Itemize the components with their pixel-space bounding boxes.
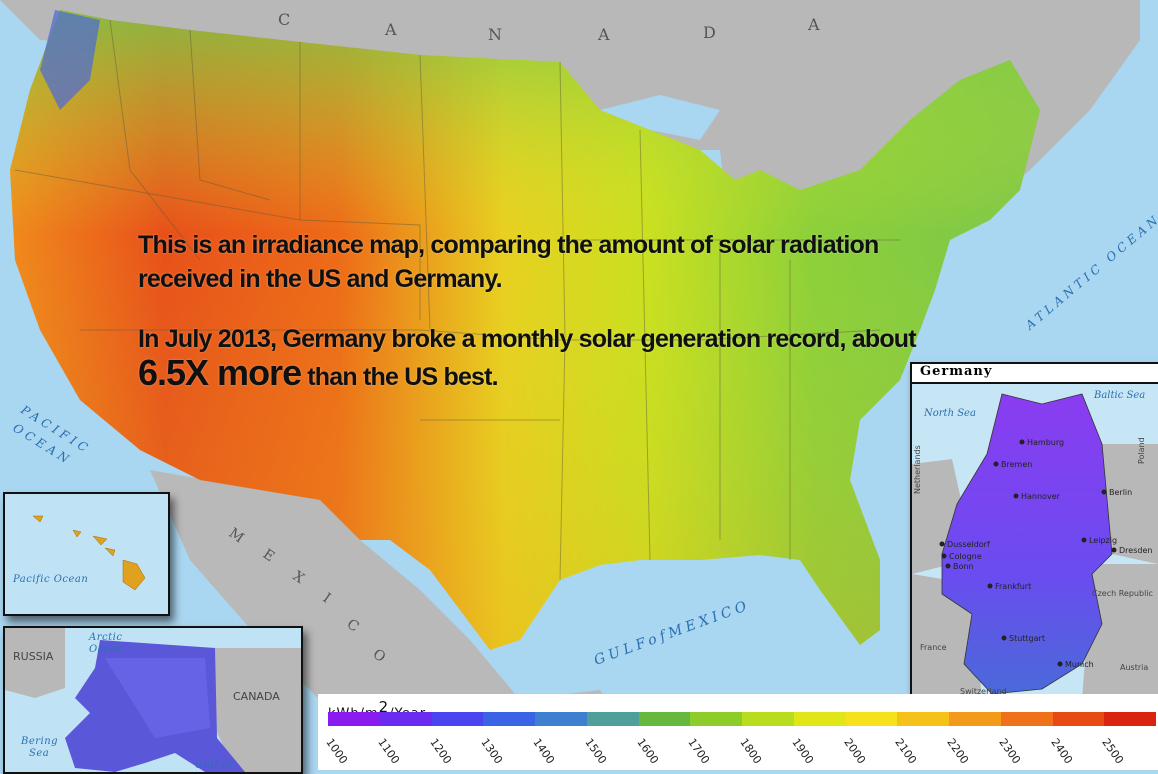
legend-swatch [1052, 712, 1105, 726]
neighbor-country-label: France [920, 643, 947, 652]
germany-land [941, 393, 1113, 695]
legend-swatch [897, 712, 949, 726]
hawaii-inset: Pacific Ocean [3, 492, 170, 616]
city-dot [1081, 537, 1087, 543]
city-dot [1111, 547, 1117, 553]
legend-tick: 1500 [582, 736, 609, 767]
north-sea-label: North Sea [923, 408, 976, 419]
city-dot [993, 461, 999, 467]
baltic-sea-label: Baltic Sea [1093, 390, 1145, 401]
legend-swatch [742, 712, 794, 726]
state-borders [14, 19, 900, 581]
atlantic-ocean-label: ATLANTIC OCEAN [1022, 211, 1158, 333]
city-label: Hamburg [1027, 438, 1064, 447]
germany-inset: Germany Hamburg Bremen Hannover Berlin Leipz… [910, 362, 1158, 702]
bering-sea-label: Bering [20, 736, 58, 747]
hawaii-ocean-label: Pacific Ocean [12, 574, 88, 585]
neighbor-country-label: Switzerland [960, 687, 1007, 696]
canada-label-inset: CANADA [233, 690, 280, 703]
legend-tick: 1200 [426, 736, 454, 767]
legend-tick: 2200 [944, 736, 972, 767]
legend-tick: 2100 [892, 736, 920, 767]
legend-swatch [949, 712, 1001, 726]
city-label: Cologne [949, 552, 982, 561]
legend-tick: 2500 [1099, 736, 1127, 767]
svg-text:Ocean: Ocean [89, 644, 124, 655]
legend-tick: 1600 [633, 736, 661, 767]
legend-swatch [535, 712, 587, 726]
legend-swatch [638, 712, 691, 726]
neighbor-country-label: Poland [1137, 437, 1146, 464]
headline-line-1: This is an irradiance map, comparing the… [138, 231, 879, 293]
germany-neighbors: Poland Czech Republic Austria Switzerland Fr… [913, 437, 1153, 696]
legend-tick: 1700 [685, 736, 713, 767]
neighbor-country-label: Netherlands [913, 445, 922, 494]
legend-swatch [793, 712, 846, 726]
city-label: Stuttgart [1009, 634, 1045, 643]
legend-swatch [586, 712, 639, 726]
city-dot [939, 541, 945, 547]
legend-swatch [1000, 712, 1053, 726]
legend-swatch [1104, 712, 1156, 726]
city-label: Munich [1065, 660, 1094, 669]
legend-swatch [328, 712, 380, 726]
svg-text:A: A [597, 25, 628, 44]
headline-highlight: 6.5X more [138, 352, 302, 393]
city-label: Frankfurt [995, 582, 1031, 591]
city-label: Bonn [953, 562, 974, 571]
headline-line-2: In July 2013, Germany broke a monthly so… [138, 325, 917, 393]
russia-label: RUSSIA [13, 650, 54, 663]
city-label: Leipzig [1089, 536, 1117, 545]
legend-swatch [483, 712, 535, 726]
neighbor-country-label: Czech Republic [1092, 589, 1153, 598]
city-label: Dusseldorf [947, 540, 990, 549]
canada-label: C A N A D A [278, 10, 838, 44]
svg-text:Sea: Sea [29, 748, 49, 759]
gulf-partial-label: Gulf of [195, 760, 235, 771]
legend-swatch [845, 712, 898, 726]
germany-title: Germany [912, 364, 1158, 384]
city-label: Bremen [1001, 460, 1032, 469]
svg-text:A: A [384, 20, 415, 39]
legend-swatch [431, 712, 484, 726]
city-dot [941, 553, 947, 559]
legend-tick: 2400 [1047, 736, 1075, 767]
city-dot [1101, 489, 1107, 495]
legend-tick: 1900 [789, 736, 816, 767]
neighbor-country-label: Austria [1120, 663, 1148, 672]
city-label: Berlin [1109, 488, 1132, 497]
city-dot [1057, 661, 1063, 667]
city-dot [1019, 439, 1025, 445]
city-label: Hannover [1021, 492, 1061, 501]
irradiance-legend: kWh/m2/Year 1000110012001300140015001600… [318, 694, 1158, 770]
legend-tick: 1000 [323, 736, 351, 767]
svg-text:C: C [278, 10, 308, 29]
legend-tick: 1400 [530, 736, 558, 767]
city-dot [987, 583, 993, 589]
legend-swatch [690, 712, 742, 726]
alaska-inset: RUSSIA CANADA Arctic Ocean Bering Sea Gu… [3, 626, 303, 774]
gulf-of-mexico-label: GULFofMEXICO [592, 597, 753, 669]
legend-tick: 2000 [840, 736, 868, 767]
legend-tick: 1800 [737, 736, 765, 767]
city-dot [1001, 635, 1007, 641]
legend-color-bar [328, 712, 1156, 726]
legend-tick: 2300 [996, 736, 1023, 767]
svg-text:A: A [807, 15, 838, 34]
legend-swatch [379, 712, 432, 726]
svg-text:D: D [703, 23, 734, 42]
pacific-northwest-blue [40, 10, 100, 110]
city-dot [945, 563, 951, 569]
city-dot [1013, 493, 1019, 499]
svg-text:N: N [488, 25, 520, 44]
legend-tick: 1300 [478, 736, 506, 767]
headline-text: This is an irradiance map, comparing the… [138, 228, 928, 394]
city-label: Dresden [1119, 546, 1152, 555]
germany-cities: Hamburg Bremen Hannover Berlin LeipzigDresde… [939, 438, 1152, 669]
arctic-ocean-label: Arctic [88, 632, 122, 643]
hawaii-islands [32, 515, 146, 591]
legend-tick: 1100 [375, 736, 402, 767]
